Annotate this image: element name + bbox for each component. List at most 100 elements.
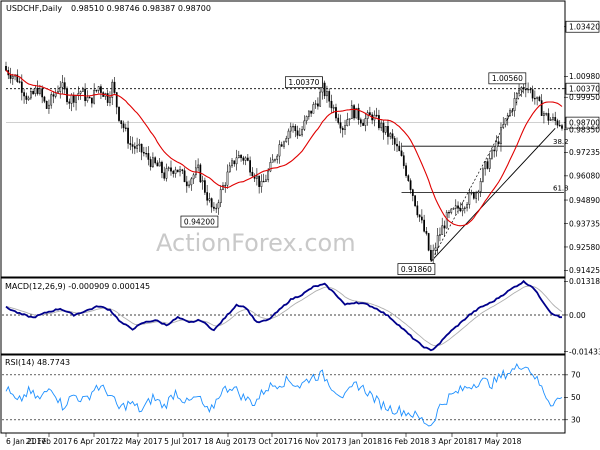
x-tick-label: 22 May 2017: [114, 437, 163, 446]
price-tick-box: [565, 82, 600, 95]
candle-body: [418, 214, 421, 218]
candle-body: [235, 157, 238, 165]
candle-body: [289, 126, 292, 132]
candle-body: [265, 179, 267, 182]
candle-body: [518, 89, 520, 94]
candle-body: [152, 157, 154, 167]
candle-body: [317, 103, 319, 107]
candle-body: [357, 107, 360, 120]
candle-body: [262, 180, 265, 183]
candle-body: [540, 100, 543, 116]
candle-body: [486, 161, 489, 169]
candle-body: [396, 143, 398, 147]
candle-body: [463, 207, 466, 209]
candle-body: [167, 167, 170, 169]
trend-line-dashed: [430, 84, 527, 262]
candle-body: [251, 171, 254, 177]
candle-body: [556, 120, 559, 126]
candle-body: [63, 82, 66, 90]
candle-body: [66, 88, 68, 103]
candle-body: [477, 191, 480, 194]
candle-body: [154, 157, 157, 164]
price-title: USDCHF,Daily: [6, 4, 62, 13]
macd-line: [5, 279, 562, 352]
candle-body: [497, 141, 500, 145]
candle-body: [109, 97, 111, 103]
candle-body: [359, 119, 362, 124]
x-tick-label: 18 Aug 2017: [204, 437, 252, 446]
candle-body: [314, 103, 317, 105]
candle-body: [197, 164, 199, 169]
candlestick-series: [5, 61, 563, 268]
candle-body: [41, 88, 44, 98]
candle-body: [100, 86, 102, 93]
candle-body: [274, 159, 276, 161]
candle-body: [511, 110, 514, 112]
candle-body: [215, 207, 218, 210]
candle-body: [97, 86, 100, 91]
candle-body: [204, 180, 206, 193]
candle-body: [434, 247, 437, 251]
candle-body: [45, 101, 48, 109]
candle-body: [536, 96, 539, 99]
candle-body: [332, 107, 335, 109]
candle-body: [303, 120, 306, 130]
price-tick-label: 0.92580: [569, 243, 600, 252]
watermark: ActionForex.com: [156, 229, 356, 257]
candle-body: [208, 198, 211, 201]
candle-body: [545, 113, 548, 115]
callout-label-2: 0.91860: [401, 265, 432, 274]
candle-body: [375, 114, 378, 117]
price-tick-label: 0.93735: [569, 219, 600, 228]
price-tick-label: 0.96080: [569, 172, 600, 181]
rsi-line: [5, 362, 563, 427]
candle-body: [355, 107, 358, 119]
price-callouts: 1.00370 0.94200 0.91860 1.00560: [180, 72, 527, 275]
x-tick-label: 16 Feb 2018: [383, 437, 430, 446]
x-tick-label: 16 Nov 2017: [293, 437, 341, 446]
candle-body: [423, 219, 425, 232]
trend-line-solid: [430, 128, 556, 262]
candle-body: [472, 192, 475, 199]
candle-body: [75, 95, 77, 103]
candle-body: [561, 125, 563, 129]
candle-body: [459, 208, 462, 212]
candle-body: [491, 149, 493, 159]
candle-body: [353, 105, 355, 119]
candle-body: [111, 81, 114, 98]
candle-body: [79, 91, 82, 94]
candle-body: [362, 122, 364, 126]
candle-body: [506, 115, 509, 119]
candle-body: [407, 175, 410, 181]
callout-box-1: [180, 215, 219, 228]
candle-body: [482, 168, 484, 182]
candle-body: [161, 161, 163, 173]
candle-body: [179, 169, 181, 173]
candle-body: [391, 133, 394, 139]
candle-body: [369, 112, 371, 116]
rsi-panel-frame: [0, 354, 566, 434]
candle-body: [213, 206, 215, 209]
candle-body: [531, 89, 534, 99]
candle-body: [163, 172, 166, 179]
candle-body: [515, 92, 518, 99]
candle-body: [27, 97, 30, 100]
callout-label-0: 1.00370: [288, 78, 319, 87]
candle-body: [382, 122, 385, 133]
candle-body: [398, 145, 401, 152]
candle-body: [488, 157, 491, 169]
candle-body: [337, 117, 340, 123]
rsi-tick-label: 70: [571, 371, 581, 380]
candle-body: [400, 150, 403, 156]
candle-body: [217, 202, 220, 209]
candle-body: [470, 192, 473, 194]
rsi-title: RSI(14) 48.7743: [5, 358, 70, 367]
candle-body: [443, 225, 446, 229]
candle-body: [504, 118, 507, 125]
macd-signal-line: [5, 285, 563, 347]
macd-tick-label: 0.00: [569, 311, 586, 320]
candle-body: [312, 104, 315, 114]
candle-body: [393, 138, 396, 145]
candle-body: [39, 88, 41, 94]
